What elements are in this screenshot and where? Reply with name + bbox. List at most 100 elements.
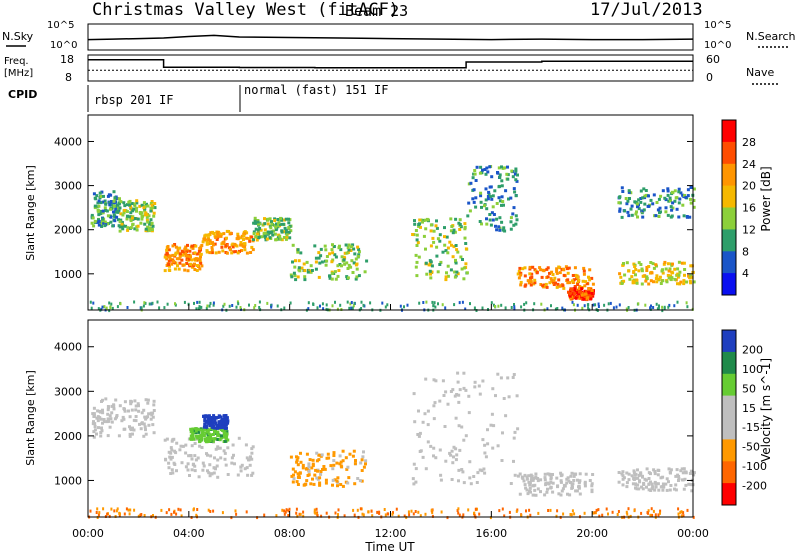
- velocity-cell: [632, 469, 636, 473]
- power-cell: [178, 254, 182, 258]
- velocity-cell: [453, 394, 457, 398]
- power-cell: [429, 276, 433, 280]
- power-cell: [438, 239, 442, 243]
- power-cell: [473, 169, 477, 172]
- velocity-cell: [207, 440, 211, 443]
- power-cell: [429, 229, 433, 233]
- power-cell: [206, 304, 209, 308]
- power-cell: [425, 300, 428, 304]
- power-cell: [197, 252, 201, 256]
- power-cell: [354, 257, 358, 261]
- power-cell: [167, 268, 171, 272]
- power-cell: [528, 267, 532, 271]
- power-cell: [235, 305, 238, 309]
- power-cell: [145, 218, 149, 222]
- power-cell: [430, 270, 434, 274]
- velocity-cell: [122, 427, 126, 431]
- power-cell: [144, 227, 148, 231]
- velocity-cell: [627, 472, 631, 476]
- velocity-cell: [170, 448, 174, 452]
- power-cell: [339, 303, 342, 307]
- velocity-cell: [352, 508, 355, 512]
- power-cell: [689, 281, 693, 285]
- velocity-cell: [621, 474, 625, 478]
- power-cell: [681, 203, 685, 207]
- velocity-cell: [689, 469, 693, 473]
- velocity-cell: [567, 479, 571, 483]
- velocity-cell: [649, 480, 652, 484]
- velocity-cell: [598, 514, 601, 518]
- power-cell: [670, 276, 674, 280]
- velocity-cell: [125, 507, 128, 511]
- power-cell: [504, 306, 507, 310]
- power-cell: [321, 302, 324, 306]
- velocity-cell: [193, 469, 197, 473]
- power-cell: [143, 301, 146, 305]
- power-cell: [435, 219, 438, 223]
- power-cell: [276, 224, 280, 228]
- power-cell: [583, 295, 587, 299]
- velocity-cell: [235, 512, 238, 516]
- power-cell: [283, 306, 286, 310]
- power-cell: [576, 275, 580, 279]
- velocity-cell: [101, 411, 105, 415]
- velocity-cell: [632, 471, 636, 475]
- power-cell: [637, 302, 640, 306]
- velocity-cell: [568, 493, 572, 497]
- velocity-cell: [504, 414, 508, 418]
- power-cell: [590, 276, 594, 280]
- power-cell: [193, 301, 195, 305]
- velocity-cell: [230, 456, 234, 460]
- power-cell: [119, 200, 123, 204]
- power-cell: [126, 226, 130, 230]
- power-cell: [590, 291, 594, 295]
- velocity-cell: [468, 476, 472, 480]
- velocity-cell: [297, 474, 301, 478]
- power-cell: [340, 255, 344, 259]
- velocity-cell: [682, 487, 686, 491]
- velocity-cell: [573, 512, 576, 516]
- power-cell: [467, 201, 471, 205]
- power-cell: [360, 307, 363, 310]
- power-cell: [449, 229, 453, 233]
- velocity-cell: [263, 513, 266, 517]
- velocity-cell: [588, 479, 592, 482]
- velocity-cell: [674, 483, 678, 487]
- power-cell: [514, 222, 518, 226]
- velocity-cell: [245, 466, 249, 470]
- velocity-cell: [100, 426, 103, 430]
- velocity-cell: [527, 474, 531, 478]
- velocity-cell: [351, 454, 355, 458]
- velocity-cell: [147, 423, 151, 427]
- power-cell: [270, 230, 274, 234]
- velocity-cell: [339, 483, 343, 486]
- velocity-cell: [656, 482, 660, 486]
- velocity-cell: [207, 422, 211, 426]
- power-cell: [320, 260, 324, 264]
- velocity-cell: [317, 453, 321, 457]
- freq-tick-bottom: 8: [65, 71, 72, 84]
- power-cell: [673, 304, 676, 308]
- power-cell: [689, 201, 693, 205]
- velocity-cell: [302, 514, 305, 518]
- power-cell: [652, 266, 656, 270]
- velocity-cell: [661, 475, 665, 479]
- velocity-cell: [216, 475, 220, 479]
- velocity-cell: [224, 463, 228, 467]
- velocity-cell: [283, 512, 286, 516]
- power-cell: [224, 244, 228, 248]
- power-cell: [243, 230, 247, 234]
- velocity-cell: [341, 484, 345, 488]
- velocity-cell: [484, 455, 488, 459]
- power-cell: [98, 191, 102, 195]
- velocity-cell: [452, 445, 456, 449]
- velocity-cell: [483, 471, 487, 475]
- power-cell: [216, 234, 220, 238]
- power-cell: [103, 224, 107, 228]
- power-cell: [145, 202, 148, 206]
- velocity-cell: [298, 471, 302, 475]
- power-cell: [239, 241, 243, 244]
- velocity-cell: [201, 468, 205, 472]
- velocity-cell: [106, 434, 110, 438]
- velocity-cell: [210, 416, 214, 419]
